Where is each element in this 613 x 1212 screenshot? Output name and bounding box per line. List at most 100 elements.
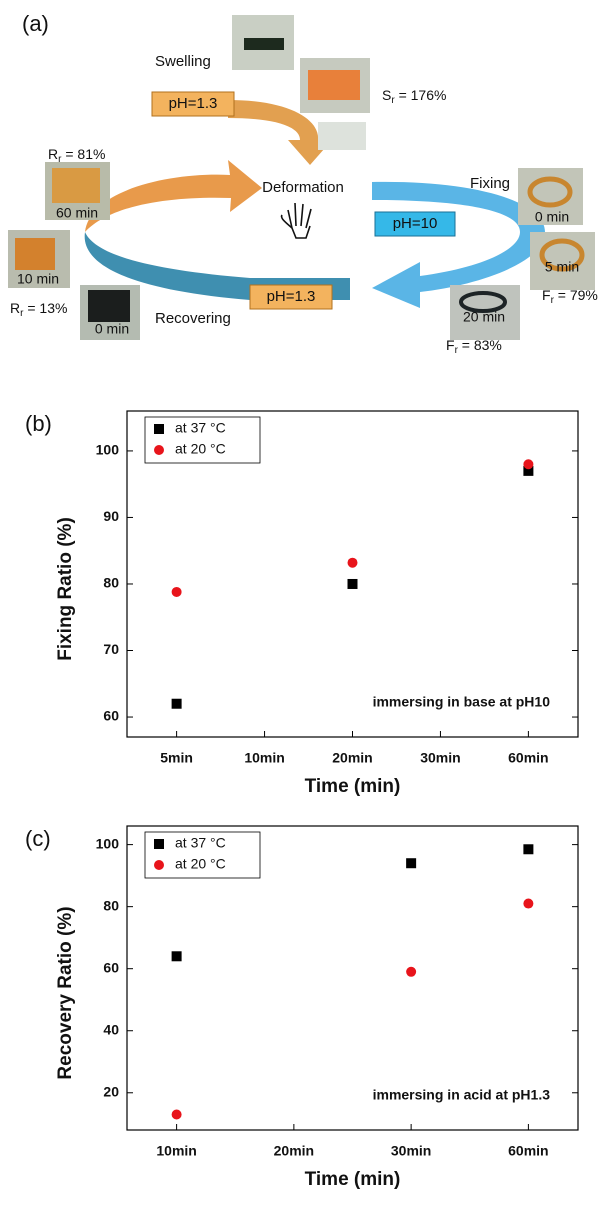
legend-label: at 37 °C: [175, 420, 226, 436]
ratio-symbol: S: [382, 87, 391, 103]
y-tick-label: 90: [103, 508, 119, 524]
ph-label: pH=1.3: [169, 95, 218, 112]
center-label: Deformation: [262, 179, 344, 196]
ratio-value: = 83%: [458, 337, 502, 353]
ratio-sub: r: [455, 345, 459, 356]
stage-label: Swelling: [155, 53, 211, 70]
ratio-label: Rr = 81%: [48, 146, 105, 165]
x-tick-label: 10min: [244, 750, 284, 766]
arrow-right: [372, 181, 545, 308]
point: [171, 1109, 182, 1120]
y-tick-label: 100: [96, 442, 120, 458]
ratio-symbol: R: [10, 300, 20, 316]
chart: (b) 60 70 80 90 100 5min 10min 20min 30min 60min Ti…: [25, 410, 579, 797]
y-tick-label: 70: [103, 641, 119, 657]
y-axis-title: Recovery Ratio (%): [55, 906, 76, 1079]
legend-marker: [154, 445, 164, 455]
point: [523, 844, 534, 855]
annotation: immersing in acid at pH1.3: [373, 1087, 551, 1103]
ratio-sub: r: [58, 154, 62, 165]
panel-label: (b): [25, 411, 52, 436]
time-label: 60 min: [56, 205, 98, 221]
ratio-symbol: F: [446, 337, 455, 353]
legend-marker: [154, 424, 164, 434]
time-label: 5 min: [545, 259, 579, 275]
x-tick-label: 60min: [508, 750, 548, 766]
panel-label: (a): [22, 11, 49, 36]
x-tick-label: 30min: [391, 1143, 431, 1159]
y-tick-label: 100: [96, 835, 120, 851]
ratio-value: = 79%: [554, 287, 598, 303]
point: [171, 586, 182, 597]
point: [523, 459, 534, 470]
point: [347, 557, 358, 568]
legend-label: at 20 °C: [175, 856, 226, 872]
hand-icon: [280, 202, 312, 239]
point: [347, 578, 358, 589]
point: [171, 698, 182, 709]
panel-label: (c): [25, 826, 51, 851]
photo: [527, 176, 573, 208]
point: [523, 898, 534, 909]
y-tick-label: 40: [103, 1021, 119, 1037]
y-axis-title: Fixing Ratio (%): [55, 517, 76, 661]
stage-label: Recovering: [155, 310, 231, 327]
photo: [308, 70, 360, 100]
legend-label: at 20 °C: [175, 441, 226, 457]
y-tick-label: 60: [103, 959, 119, 975]
ratio-label: Rr = 13%: [10, 300, 67, 319]
plot-frame: [126, 825, 579, 1131]
ph-box: [374, 211, 456, 237]
ratio-sub: r: [20, 308, 24, 319]
x-tick-label: 20min: [274, 1143, 314, 1159]
y-tick-label: 80: [103, 897, 119, 913]
ratio-value: = 81%: [61, 146, 105, 162]
x-tick-label: 20min: [332, 750, 372, 766]
x-tick-label: 5min: [160, 750, 193, 766]
ratio-symbol: F: [542, 287, 551, 303]
ratio-sub: r: [551, 295, 555, 306]
legend-label: at 37 °C: [175, 835, 226, 851]
photo: [459, 291, 507, 313]
arrow-swelling: [228, 100, 332, 165]
point: [406, 966, 417, 977]
x-axis-title: Time (min): [305, 1169, 401, 1190]
ratio-value: = 176%: [395, 87, 447, 103]
ratio-label: Fr = 79%: [542, 287, 598, 306]
photo: [88, 290, 130, 322]
photo: [52, 168, 100, 203]
diagram: (a) Swelling pH=1.3 Sr = 176% Deformatio…: [8, 11, 598, 356]
plot-frame: [126, 410, 579, 738]
time-label: 0 min: [535, 209, 569, 225]
x-tick-label: 60min: [508, 1143, 548, 1159]
ph-box: [151, 91, 235, 117]
time-label: 20 min: [463, 309, 505, 325]
point: [171, 951, 182, 962]
photo: [318, 122, 366, 150]
photo: [539, 238, 585, 272]
point: [406, 858, 417, 869]
legend-marker: [154, 839, 164, 849]
time-label: 10 min: [17, 271, 59, 287]
stage-label: Fixing: [470, 175, 510, 192]
y-tick-label: 60: [103, 708, 119, 724]
chart: (c) 20 40 60 80 100 10min 20min 30min 60min Time (…: [25, 825, 579, 1190]
ratio-symbol: R: [48, 146, 58, 162]
y-tick-label: 20: [103, 1083, 119, 1099]
point: [523, 465, 534, 476]
arrow-top: [85, 160, 262, 232]
arrow-bottom: [84, 232, 350, 300]
x-tick-label: 30min: [420, 750, 460, 766]
x-tick-label: 10min: [156, 1143, 196, 1159]
legend-marker: [154, 860, 164, 870]
ratio-sub: r: [391, 95, 395, 106]
ratio-value: = 13%: [23, 300, 67, 316]
x-axis-title: Time (min): [305, 776, 401, 797]
legend-box: [144, 831, 261, 879]
ratio-label: Sr = 176%: [382, 87, 446, 106]
annotation: immersing in base at pH10: [373, 694, 551, 710]
y-tick-label: 80: [103, 575, 119, 591]
ph-label: pH=1.3: [267, 288, 316, 305]
photo: [244, 38, 284, 50]
